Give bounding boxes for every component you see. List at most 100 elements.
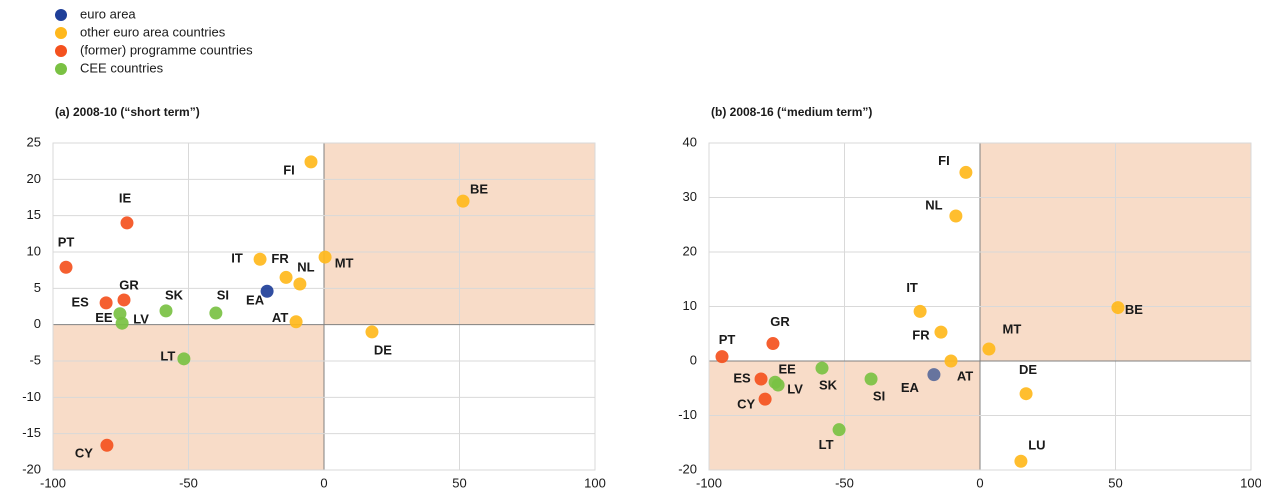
data-point [120,216,134,230]
data-point [982,342,996,356]
plot-border [708,142,1252,471]
point-label: LT [160,348,175,363]
data-point [318,250,332,264]
point-label: PT [719,332,736,347]
x-tick-label: -50 [179,475,198,490]
y-tick-label: 20 [683,243,697,258]
data-point [209,306,223,320]
data-point [177,352,191,366]
y-tick-label: 20 [27,171,41,186]
data-point [99,296,113,310]
x-tick-label: 100 [584,475,606,490]
y-tick-label: -20 [678,461,697,476]
data-point [927,368,941,382]
point-label: MT [1003,321,1022,336]
y-tick-label: 10 [27,243,41,258]
legend-marker [55,9,67,21]
y-tick-label: 0 [34,316,41,331]
data-point [1111,301,1125,315]
plot-border [52,142,596,471]
legend-marker [55,63,67,75]
y-tick-label: 0 [690,352,697,367]
data-point [715,350,729,364]
legend-label: other euro area countries [80,24,226,39]
data-point [959,165,973,179]
data-point [260,284,274,298]
y-tick-label: -10 [22,389,41,404]
data-point [758,392,772,406]
point-label: EE [778,362,796,377]
y-tick-label: -20 [22,461,41,476]
chart-title: (a) 2008-10 (“short term”) [55,105,200,119]
data-point [832,423,846,437]
point-label: SK [819,378,838,393]
x-tick-label: 50 [1108,475,1122,490]
chart-title: (b) 2008-16 (“medium term”) [711,105,872,119]
legend-marker [55,27,67,39]
point-label: CY [75,446,93,461]
point-label: DE [1019,362,1037,377]
data-point [289,315,303,329]
data-point [293,277,307,291]
point-label: SI [873,388,885,403]
point-label: FR [912,328,930,343]
point-label: MT [335,256,354,271]
data-point [59,260,73,274]
x-tick-label: 50 [452,475,466,490]
legend-label: (former) programme countries [80,42,253,57]
point-label: IE [119,190,132,205]
y-tick-label: 30 [683,189,697,204]
point-label: LT [819,437,834,452]
point-label: LV [133,312,149,327]
point-label: AT [272,310,288,325]
data-point [766,337,780,351]
x-tick-label: 0 [976,475,983,490]
point-label: BE [470,182,488,197]
data-point [159,304,173,318]
point-label: IT [906,280,918,295]
point-label: CY [737,397,755,412]
legend-label: euro area [80,6,136,21]
point-label: SK [165,287,184,302]
y-tick-label: 40 [683,134,697,149]
y-tick-label: -10 [678,407,697,422]
point-label: FI [938,153,950,168]
point-label: PT [58,235,75,250]
legend-label: CEE countries [80,60,164,75]
point-label: DE [374,342,392,357]
x-tick-label: -100 [696,475,722,490]
point-label: NL [925,197,942,212]
data-point [304,155,318,169]
point-label: EA [246,293,265,308]
point-label: AT [957,368,973,383]
point-label: BE [1125,302,1143,317]
point-label: GR [770,314,790,329]
y-tick-label: 25 [27,134,41,149]
point-label: FR [271,251,289,266]
data-point [771,378,785,392]
x-tick-label: 0 [320,475,327,490]
point-label: FI [283,162,295,177]
data-point [1014,454,1028,468]
data-point [934,325,948,339]
y-tick-label: -5 [29,352,41,367]
data-point [253,252,267,266]
data-point [365,325,379,339]
point-label: NL [297,259,314,274]
x-tick-label: 100 [1240,475,1261,490]
y-tick-label: 10 [683,298,697,313]
point-label: IT [231,251,243,266]
data-point [100,438,114,452]
point-label: ES [71,294,89,309]
data-point [279,270,293,284]
data-point [456,194,470,208]
point-label: LV [787,381,803,396]
point-label: SI [217,287,229,302]
point-label: ES [733,370,751,385]
data-point [944,354,958,368]
data-point [815,361,829,375]
legend-marker [55,45,67,57]
y-tick-label: 15 [27,207,41,222]
data-point [913,304,927,318]
